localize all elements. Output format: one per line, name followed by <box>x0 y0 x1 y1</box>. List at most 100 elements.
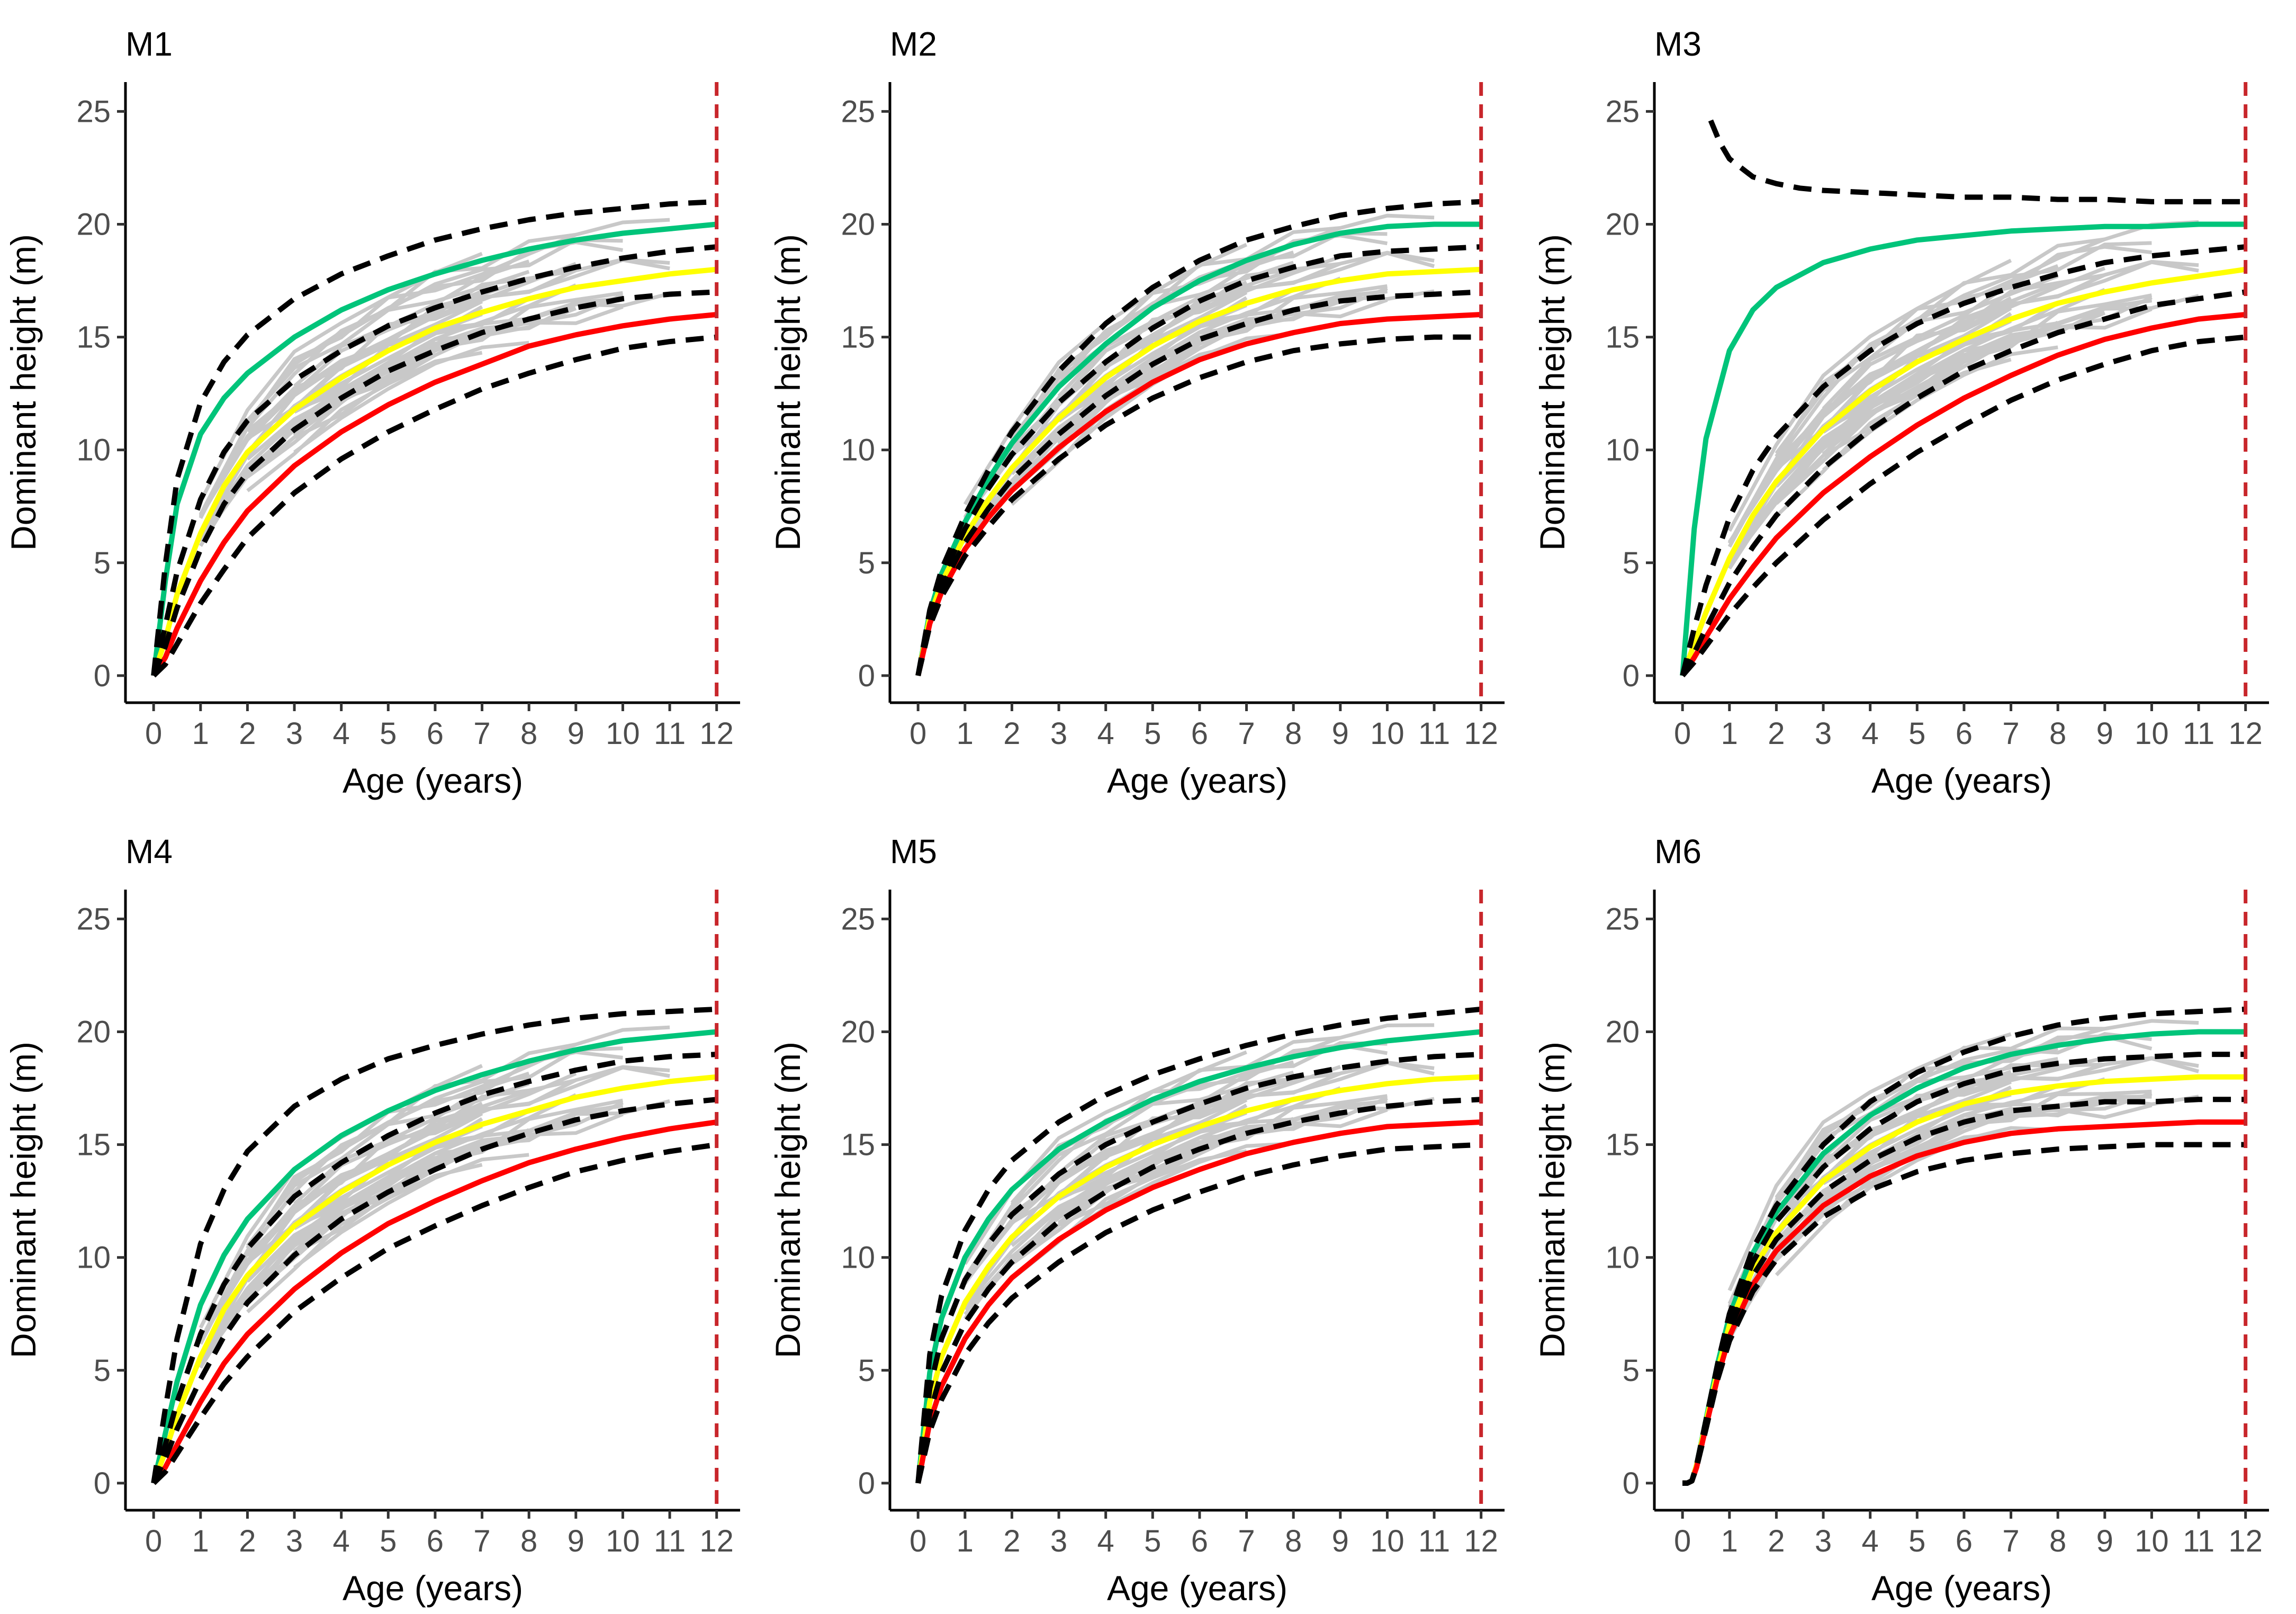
y-tick-label: 25 <box>1605 94 1640 129</box>
x-tick-label: 6 <box>1956 1524 1973 1558</box>
site-curve <box>151 266 717 677</box>
y-tick-label: 10 <box>841 1241 875 1275</box>
x-axis-label: Age (years) <box>1107 1568 1287 1608</box>
panel-title: M1 <box>125 25 173 63</box>
guide-curve <box>151 1006 717 1484</box>
observed-growth-line <box>293 1153 529 1269</box>
x-tick-label: 2 <box>239 1524 256 1558</box>
y-tick-label: 0 <box>858 659 875 693</box>
observed-growth-line <box>1727 296 2012 543</box>
guide-curve <box>1682 1097 2246 1486</box>
panel-title: M6 <box>1654 832 1701 871</box>
x-tick-label: 9 <box>1332 1524 1349 1558</box>
y-axis-label: Dominant height (m) <box>1533 234 1572 551</box>
x-tick-label: 0 <box>1674 716 1691 751</box>
site-curve <box>151 1119 717 1485</box>
x-tick-label: 9 <box>568 716 584 751</box>
x-tick-label: 3 <box>286 716 303 751</box>
y-tick-label: 15 <box>841 320 875 355</box>
x-tick-label: 8 <box>2049 716 2066 751</box>
site-curve <box>915 1029 1482 1484</box>
x-tick-label: 3 <box>1050 1524 1067 1558</box>
panel-title: M4 <box>125 832 173 871</box>
y-tick-label: 10 <box>1605 1241 1640 1275</box>
x-tick-label: 1 <box>1721 1524 1738 1558</box>
observed-growth-line <box>1727 258 2012 532</box>
y-tick-label: 10 <box>841 433 875 468</box>
x-tick-label: 7 <box>1238 716 1255 751</box>
y-tick-label: 20 <box>841 207 875 241</box>
x-tick-label: 10 <box>2135 716 2169 751</box>
guide-curve <box>915 289 1481 676</box>
x-tick-label: 8 <box>520 1524 537 1558</box>
panel-1-plot-area <box>151 199 717 678</box>
y-tick-label: 10 <box>76 433 111 468</box>
y-tick-label: 20 <box>76 207 111 241</box>
x-tick-label: 6 <box>427 1524 444 1558</box>
x-tick-label: 10 <box>606 1524 640 1558</box>
x-tick-label: 2 <box>1768 1524 1785 1558</box>
guide-curve <box>1708 119 2246 204</box>
x-axis-label: Age (years) <box>1107 761 1287 800</box>
x-tick-label: 9 <box>1332 716 1349 751</box>
x-tick-label: 7 <box>1238 1524 1255 1558</box>
guide-curve <box>1682 1052 2246 1486</box>
x-tick-label: 7 <box>473 716 490 751</box>
panel-title: M3 <box>1654 25 1701 63</box>
guide-curve <box>915 199 1481 676</box>
x-tick-label: 9 <box>2096 1524 2113 1558</box>
observed-growth-line <box>1775 273 2105 464</box>
y-tick-label: 10 <box>1605 433 1640 468</box>
x-tick-label: 12 <box>2228 1524 2263 1558</box>
x-tick-label: 1 <box>192 716 209 751</box>
panel-6-plot-area <box>1682 1006 2246 1486</box>
x-tick-label: 7 <box>2002 1524 2019 1558</box>
x-tick-label: 5 <box>380 716 397 751</box>
panel-4-plot-area <box>151 1006 717 1485</box>
x-axis-label: Age (years) <box>343 761 523 800</box>
x-tick-label: 2 <box>1768 716 1785 751</box>
x-tick-label: 5 <box>1144 716 1161 751</box>
guide-curve <box>915 1006 1482 1484</box>
observed-growth-line <box>1011 1071 1341 1216</box>
guide-curve <box>1682 1142 2246 1486</box>
x-tick-label: 8 <box>520 716 537 751</box>
y-tick-label: 15 <box>1605 1128 1640 1162</box>
y-tick-label: 5 <box>94 546 111 580</box>
site-curve <box>915 312 1481 676</box>
x-tick-label: 7 <box>473 1524 490 1558</box>
x-tick-label: 5 <box>1908 1524 1925 1558</box>
panel-title: M2 <box>890 25 937 63</box>
observed-growth-line <box>199 238 623 519</box>
x-tick-label: 2 <box>1003 1524 1020 1558</box>
y-tick-label: 20 <box>841 1015 875 1049</box>
observed-growth-line <box>246 1078 577 1257</box>
guide-curve <box>151 199 717 676</box>
site-curve <box>1680 312 2246 677</box>
y-tick-label: 0 <box>1623 1466 1640 1501</box>
y-tick-label: 0 <box>94 1466 111 1501</box>
x-tick-label: 4 <box>1862 1524 1879 1558</box>
x-tick-label: 2 <box>1003 716 1020 751</box>
guide-curve <box>151 334 717 678</box>
y-tick-label: 25 <box>76 902 111 936</box>
x-tick-label: 0 <box>910 1524 926 1558</box>
x-tick-label: 4 <box>333 716 350 751</box>
site-curve <box>151 1074 717 1484</box>
x-tick-label: 3 <box>286 1524 303 1558</box>
x-tick-label: 6 <box>427 716 444 751</box>
y-tick-label: 25 <box>1605 902 1640 936</box>
site-curve <box>151 312 717 677</box>
guide-curve <box>1680 244 2246 677</box>
site-curve <box>915 1119 1481 1484</box>
x-tick-label: 10 <box>1370 1524 1404 1558</box>
x-tick-label: 11 <box>654 716 686 751</box>
x-tick-label: 6 <box>1191 716 1208 751</box>
y-tick-label: 25 <box>841 902 875 936</box>
guide-curve <box>1682 1006 2246 1486</box>
site-curve <box>151 1029 717 1484</box>
x-tick-label: 4 <box>333 1524 350 1558</box>
guide-curve <box>151 289 717 677</box>
